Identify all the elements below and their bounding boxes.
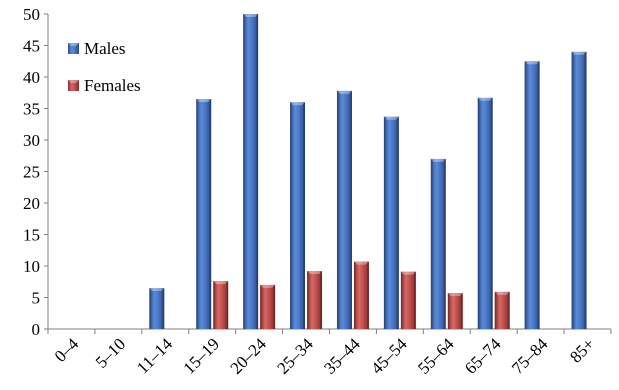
bar-males — [149, 288, 165, 329]
bar-males — [524, 61, 540, 329]
y-tick-label: 35 — [23, 100, 40, 119]
bar-males — [336, 90, 352, 329]
bar-females — [213, 281, 229, 329]
bar-females — [307, 271, 323, 329]
x-tick-label: 0–4 — [51, 334, 83, 366]
x-tick-label: 75–84 — [508, 334, 552, 378]
x-tick-label: 5–10 — [92, 334, 129, 371]
bar-males — [290, 102, 306, 329]
bar-females — [400, 271, 416, 329]
bar-females — [353, 261, 369, 329]
x-tick-label: 45–54 — [367, 334, 411, 378]
y-tick-label: 30 — [23, 131, 40, 150]
x-tick-label: 35–44 — [320, 334, 364, 378]
y-tick-label: 0 — [32, 320, 41, 339]
bar-males — [196, 99, 212, 329]
y-tick-label: 40 — [23, 68, 40, 87]
bar-males — [430, 158, 446, 329]
legend-swatch — [68, 43, 79, 54]
legend-item-females: Females — [68, 76, 141, 95]
x-tick-label: 85+ — [566, 334, 598, 366]
x-tick-label: 25–34 — [273, 334, 317, 378]
y-tick-label: 50 — [23, 5, 40, 24]
x-tick-label: 15–19 — [180, 334, 223, 377]
x-tick-label: 55–64 — [414, 334, 458, 378]
y-tick-label: 5 — [32, 289, 41, 308]
y-tick-label: 10 — [23, 257, 40, 276]
x-tick-label: 65–74 — [461, 334, 505, 378]
y-tick-label: 45 — [23, 37, 40, 56]
bar-males — [383, 116, 399, 329]
bar-males — [571, 51, 587, 330]
legend-label: Females — [84, 76, 141, 95]
bar-females — [494, 291, 510, 329]
legend-label: Males — [84, 39, 126, 58]
y-tick-label: 15 — [23, 226, 40, 245]
y-tick-label: 25 — [23, 163, 40, 182]
legend-item-males: Males — [68, 39, 126, 58]
bar-males — [243, 14, 259, 329]
bar-females — [447, 293, 463, 329]
y-tick-label: 20 — [23, 194, 40, 213]
bar-females — [260, 284, 276, 329]
legend-swatch — [68, 80, 79, 91]
bar-males — [477, 97, 493, 329]
x-tick-label: 11–14 — [133, 334, 176, 377]
x-tick-label: 20–24 — [226, 334, 270, 378]
